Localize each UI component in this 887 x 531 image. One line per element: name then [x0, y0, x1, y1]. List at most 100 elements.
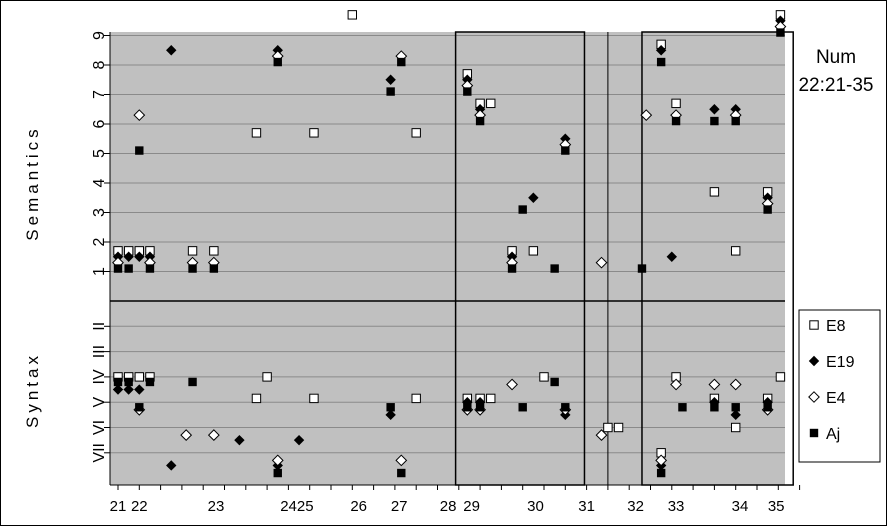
data-point-e8 — [709, 187, 720, 197]
data-point-e8 — [251, 393, 262, 404]
data-point-aj — [397, 57, 406, 67]
data-point-aj — [188, 377, 197, 387]
x-tick-label: 34 — [732, 498, 749, 515]
x-tick-label: 27 — [391, 498, 408, 515]
data-point-e8 — [603, 422, 613, 433]
data-point-aj — [124, 264, 133, 273]
data-point-e19 — [730, 409, 741, 421]
data-point-e8 — [134, 372, 145, 382]
data-point-e8 — [187, 246, 198, 256]
y-tick-label: 5 — [91, 149, 108, 158]
data-point-e19 — [123, 251, 134, 262]
data-point-e19 — [123, 384, 134, 395]
data-point-aj — [656, 57, 666, 67]
x-tick-label: 29 — [463, 498, 480, 515]
data-point-aj — [550, 264, 559, 273]
plot-area — [110, 32, 785, 485]
data-point-e19 — [134, 384, 145, 395]
data-point-aj — [145, 264, 155, 273]
data-point-e19 — [528, 192, 539, 203]
data-point-e8 — [775, 372, 786, 382]
y-tick-label: V — [91, 397, 108, 408]
data-point-e4 — [670, 378, 682, 391]
data-point-aj — [656, 468, 666, 478]
y-tick-label: III — [91, 345, 108, 358]
data-point-e8 — [671, 98, 681, 109]
series-aj — [113, 28, 785, 478]
data-point-aj — [397, 468, 406, 478]
data-point-e19 — [666, 251, 677, 262]
legend-label-e4: E4 — [826, 390, 846, 407]
data-point-e8 — [613, 422, 624, 433]
y-tick-label: VI — [91, 420, 108, 435]
y-tick-label: 2 — [91, 237, 108, 246]
data-point-aj — [731, 116, 740, 126]
data-point-e8 — [411, 393, 421, 404]
data-point-aj — [550, 377, 559, 387]
legend-marker-e4 — [808, 391, 820, 403]
data-point-e8 — [731, 246, 741, 256]
y-tick-label: IV — [91, 369, 108, 384]
data-point-aj — [776, 28, 785, 37]
data-point-e8 — [347, 10, 358, 20]
legend-label-aj: Aj — [826, 426, 840, 443]
data-point-e4 — [729, 378, 742, 391]
x-tick-label: 33 — [668, 498, 685, 515]
data-point-aj — [386, 87, 395, 96]
y-axis-label-syntax: Syntax — [23, 352, 42, 428]
data-point-aj — [386, 403, 395, 412]
x-tick-label: 23 — [208, 498, 225, 515]
y-axis-label-semantics: Semantics — [23, 125, 42, 240]
data-point-e19 — [655, 45, 667, 56]
data-point-e8 — [309, 128, 319, 138]
data-point-aj — [518, 403, 527, 412]
data-point-e4 — [640, 109, 653, 122]
data-point-e4 — [595, 429, 608, 441]
x-tick-label: 35 — [768, 498, 785, 515]
legend-marker-e8 — [809, 320, 819, 330]
data-point-e4 — [655, 454, 668, 467]
data-point-e4 — [395, 454, 408, 467]
data-point-e19 — [709, 104, 720, 115]
data-point-e4 — [180, 429, 193, 441]
data-point-aj — [145, 377, 155, 387]
x-tick-label: 2425 — [280, 498, 313, 515]
data-point-aj — [763, 403, 772, 412]
legend-marker-aj — [809, 428, 819, 438]
data-point-e8 — [411, 128, 421, 138]
series-e8 — [113, 10, 786, 458]
x-tick-label: 26 — [350, 498, 367, 515]
legend-label-e8: E8 — [826, 318, 846, 335]
legend-label-e19: E19 — [826, 354, 855, 371]
x-tick-label: 30 — [527, 498, 544, 515]
data-point-e8 — [251, 128, 262, 138]
data-point-e4 — [133, 109, 146, 122]
data-point-aj — [671, 116, 681, 126]
y-tick-label: II — [91, 322, 108, 331]
x-tick-label: 21 — [110, 498, 127, 515]
data-point-aj — [475, 116, 485, 126]
data-point-aj — [113, 377, 123, 387]
y-tick-label: 1 — [91, 267, 108, 276]
x-tick-label: 32 — [627, 498, 644, 515]
data-point-e8 — [486, 98, 496, 109]
y-tick-label: 4 — [91, 178, 108, 187]
data-point-aj — [135, 146, 144, 155]
data-point-aj — [507, 264, 517, 273]
data-point-aj — [637, 264, 647, 273]
highlight-box — [641, 31, 794, 486]
data-point-e19 — [293, 434, 305, 446]
x-tick-label: 28 — [440, 498, 457, 515]
data-point-e4 — [708, 378, 721, 391]
data-point-aj — [463, 87, 472, 96]
data-point-e19 — [385, 409, 396, 421]
legend-marker-e19 — [808, 355, 820, 367]
data-point-e8 — [731, 422, 741, 433]
data-point-aj — [273, 468, 282, 478]
data-point-e4 — [506, 378, 518, 391]
y-tick-label: VII — [91, 443, 108, 463]
data-point-aj — [561, 403, 570, 412]
